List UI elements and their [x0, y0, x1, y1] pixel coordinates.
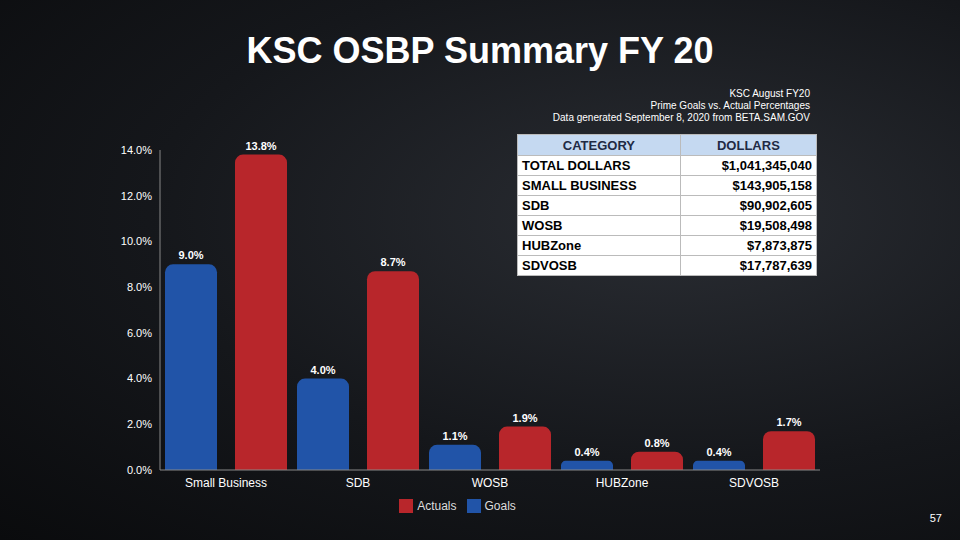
html-text:DOLLARS: DOLLARS — [717, 137, 780, 153]
svg-text:10.0%: 10.0% — [121, 235, 152, 247]
svg-text:0.0%: 0.0% — [127, 464, 152, 476]
html-text:Goals: Goals — [484, 499, 516, 513]
svg-text:9.0%: 9.0% — [178, 249, 203, 261]
html-text:SDVOSB: SDVOSB — [522, 258, 577, 273]
svg-text:14.0%: 14.0% — [121, 144, 152, 156]
html-text:$17,787,639: $17,787,639 — [739, 258, 812, 273]
svg-text:SDB: SDB — [346, 476, 371, 490]
svg-text:13.8%: 13.8% — [245, 140, 276, 152]
html-text:Prime Goals vs. Actual Percent: Prime Goals vs. Actual Percentages — [650, 100, 810, 111]
svg-text:12.0%: 12.0% — [121, 190, 152, 202]
html-text:KSC OSBP Summary FY 20: KSC OSBP Summary FY 20 — [246, 30, 714, 71]
svg-text:0.8%: 0.8% — [644, 437, 669, 449]
svg-text:2.0%: 2.0% — [127, 418, 152, 430]
html-text:57: 57 — [929, 512, 942, 524]
html-text:KSC August FY20: KSC August FY20 — [729, 88, 810, 99]
html-text:$90,902,605: $90,902,605 — [739, 198, 812, 213]
html-text:$1,041,345,040: $1,041,345,040 — [721, 158, 812, 173]
svg-text:1.9%: 1.9% — [512, 412, 537, 424]
svg-text:1.7%: 1.7% — [776, 416, 801, 428]
html-text:$7,873,875: $7,873,875 — [746, 238, 812, 253]
svg-text:Small Business: Small Business — [185, 476, 267, 490]
svg-text:HUBZone: HUBZone — [596, 476, 649, 490]
html-text:SMALL BUSINESS: SMALL BUSINESS — [522, 178, 637, 193]
html-text:TOTAL DOLLARS: TOTAL DOLLARS — [522, 158, 631, 173]
html-text:HUBZone: HUBZone — [522, 238, 582, 253]
svg-text:4.0%: 4.0% — [127, 372, 152, 384]
html-text:Data generated September 8, 20: Data generated September 8, 2020 from BE… — [552, 112, 810, 123]
svg-text:8.7%: 8.7% — [380, 256, 405, 268]
svg-text:0.4%: 0.4% — [574, 446, 599, 458]
svg-text:4.0%: 4.0% — [310, 364, 335, 376]
html-text:Actuals: Actuals — [417, 499, 457, 513]
svg-text:SDVOSB: SDVOSB — [729, 476, 779, 490]
svg-text:8.0%: 8.0% — [127, 281, 152, 293]
html-text:WOSB: WOSB — [522, 218, 563, 233]
svg-text:WOSB: WOSB — [472, 476, 509, 490]
svg-text:0.4%: 0.4% — [706, 446, 731, 458]
html-text:CATEGORY: CATEGORY — [562, 137, 635, 153]
html-text:$19,508,498: $19,508,498 — [739, 218, 812, 233]
html-text:$143,905,158: $143,905,158 — [732, 178, 812, 193]
html-text:SDB: SDB — [522, 198, 550, 213]
svg-text:1.1%: 1.1% — [442, 430, 467, 442]
svg-text:6.0%: 6.0% — [127, 327, 152, 339]
